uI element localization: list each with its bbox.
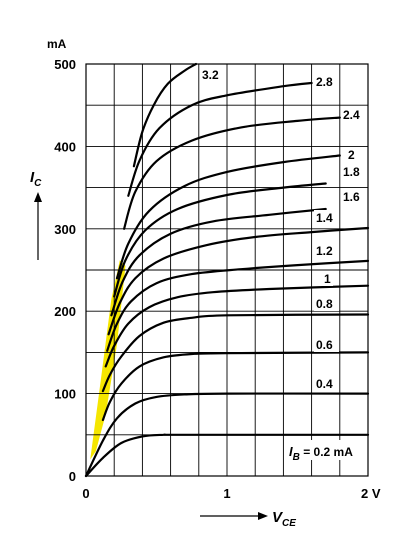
curve-label-bg bbox=[314, 376, 339, 391]
curve-label-1-8: 1.8 bbox=[343, 165, 360, 179]
param-subscript: B bbox=[293, 452, 300, 463]
x-axis-subscript: CE bbox=[282, 518, 296, 529]
y-axis-subscript: C bbox=[34, 178, 42, 189]
svg-text:IB = 0.2 mA: IB = 0.2 mA bbox=[289, 444, 353, 463]
curve-ib-1-8 bbox=[113, 182, 327, 298]
curve-label-2-4: 2.4 bbox=[343, 108, 360, 122]
curve-label-1: 1 bbox=[324, 272, 331, 286]
curve-ib-2 bbox=[115, 154, 341, 280]
curve-label-bg bbox=[341, 164, 366, 179]
curve-label-bg bbox=[314, 296, 339, 311]
curve-label-1-6: 1.6 bbox=[343, 190, 360, 204]
y-axis-arrow bbox=[34, 192, 42, 260]
curve-label-bg bbox=[322, 271, 333, 286]
x-tick-label: 0 bbox=[82, 486, 89, 501]
curve-labels: 0.4 0.6 0.8 1 1.2 1.4 1.6 1.8 2 2.4 2.8 3.2 bbox=[200, 67, 366, 391]
curve-ib-1 bbox=[104, 284, 370, 368]
curve-ib-0-6 bbox=[101, 351, 370, 422]
x-tick-label: 2 V bbox=[361, 486, 381, 501]
curve-label-bg bbox=[314, 337, 339, 352]
curve-label-bg bbox=[200, 67, 225, 82]
curve-ib-1-2 bbox=[106, 259, 370, 352]
y-tick-label: 0 bbox=[69, 469, 76, 484]
plot-frame bbox=[85, 63, 369, 477]
curve-ib-0-8 bbox=[101, 313, 370, 393]
curve-label-bg bbox=[314, 243, 339, 258]
x-axis-symbol: V bbox=[272, 509, 284, 526]
curves bbox=[84, 62, 370, 478]
curve-label-1-2: 1.2 bbox=[316, 244, 333, 258]
param-value: = 0.2 mA bbox=[300, 445, 353, 459]
curve-ib-1-6 bbox=[110, 207, 327, 317]
curve-label-bg bbox=[314, 74, 339, 89]
curve-ib-0-4 bbox=[84, 392, 370, 478]
x-axis-arrow bbox=[200, 512, 268, 520]
curve-ib-1-4 bbox=[107, 226, 370, 336]
x-tick-label: 1 bbox=[223, 486, 230, 501]
y-axis-label: IC bbox=[30, 169, 42, 189]
curve-label-bg bbox=[314, 210, 339, 225]
param-label: IB = 0.2 mA bbox=[286, 440, 360, 463]
curve-label-0-4: 0.4 bbox=[316, 377, 333, 391]
y-tick-label: 500 bbox=[54, 57, 76, 72]
y-tick-label: 100 bbox=[54, 387, 76, 402]
curve-label-3-2: 3.2 bbox=[202, 68, 219, 82]
y-tick-label: 300 bbox=[54, 222, 76, 237]
tick-labels: 0 100 200 300 400 500 0 1 2 V bbox=[54, 57, 381, 501]
svg-text:IC: IC bbox=[30, 169, 42, 189]
curve-label-0-6: 0.6 bbox=[316, 338, 333, 352]
y-axis-symbol: I bbox=[30, 169, 35, 186]
param-symbol: I bbox=[289, 444, 293, 459]
curve-label-2-8: 2.8 bbox=[316, 75, 333, 89]
curve-ib-2-4 bbox=[123, 116, 341, 230]
curve-ib-3-2 bbox=[132, 62, 198, 168]
svg-text:VCE: VCE bbox=[272, 509, 296, 529]
y-tick-label: 200 bbox=[54, 304, 76, 319]
x-axis-label: VCE bbox=[272, 509, 296, 529]
curve-label-bg bbox=[341, 107, 366, 122]
curve-label-0-8: 0.8 bbox=[316, 297, 333, 311]
y-unit-label: mA bbox=[47, 37, 67, 51]
curve-label-2: 2 bbox=[348, 148, 355, 162]
curve-label-bg bbox=[346, 147, 357, 162]
curve-ib-2-8 bbox=[127, 81, 313, 197]
curve-ib-0-2 bbox=[84, 433, 370, 478]
curve-label-bg bbox=[341, 189, 366, 204]
y-tick-label: 400 bbox=[54, 139, 76, 154]
curve-label-1-4: 1.4 bbox=[316, 211, 333, 225]
